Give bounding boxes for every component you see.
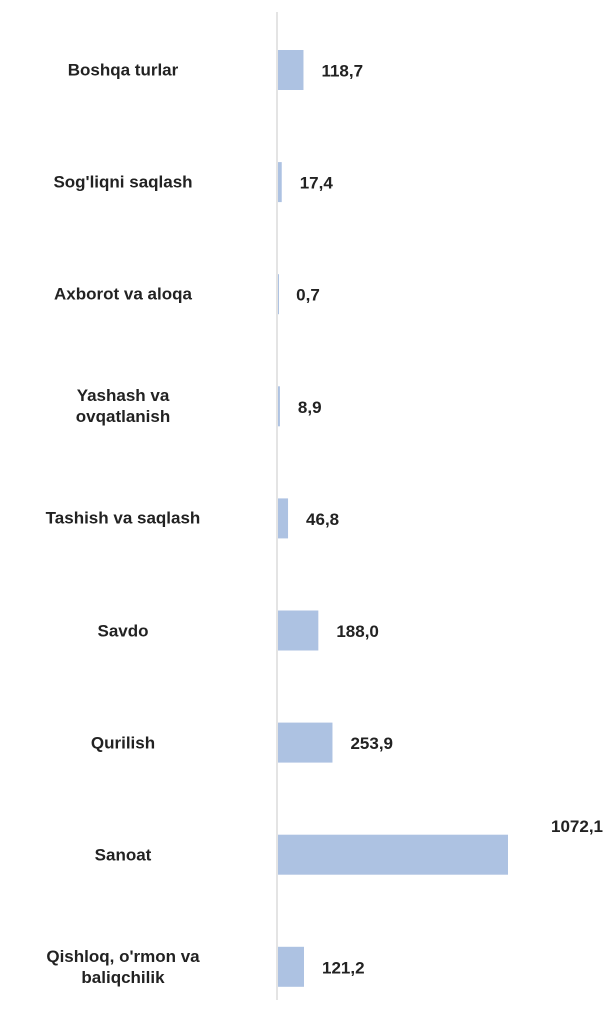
value-label: 188,0 (336, 622, 379, 641)
value-label: 46,8 (306, 510, 339, 529)
category-label: Sanoat (94, 845, 152, 865)
category-label: Qurilish (90, 733, 156, 753)
bar (278, 50, 304, 90)
category-label: Sog'liqni saqlash (53, 172, 193, 192)
value-label: 8,9 (298, 398, 322, 417)
category-label: Axborot va aloqa (54, 284, 192, 304)
category-label: Savdo (97, 621, 149, 640)
bar (278, 834, 508, 875)
category-label: Yashash va ovqatlanish (75, 386, 171, 427)
bar (278, 498, 289, 539)
value-label: 17,4 (300, 174, 334, 193)
bar (278, 610, 319, 651)
bar (278, 162, 282, 203)
value-label: 121,2 (322, 958, 365, 977)
value-label: 0,7 (296, 286, 320, 305)
bar (278, 386, 280, 427)
value-label: 253,9 (350, 734, 393, 753)
category-label: Qishloq, o'rmon va baliqchilik (46, 946, 200, 987)
bar (278, 946, 305, 987)
bar (278, 722, 333, 763)
category-label: Boshqa turlar (67, 60, 179, 80)
category-label: Tashish va saqlash (45, 508, 201, 528)
value-label: 1072,1 (551, 817, 603, 836)
bar (278, 274, 279, 315)
value-label: 118,7 (321, 61, 363, 80)
